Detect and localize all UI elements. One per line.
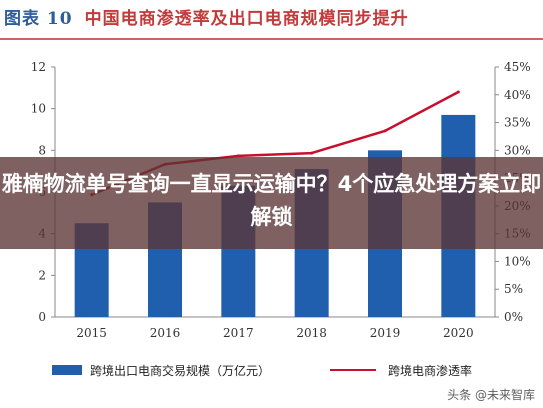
- legend-bar-label: 跨境出口电商交易规模（万亿元）: [90, 364, 271, 378]
- x-tick-label: 2018: [296, 326, 327, 340]
- legend-bar-swatch: [52, 365, 82, 375]
- line-point-2019: [383, 129, 387, 133]
- y-left-tick-label: 8: [38, 143, 46, 157]
- y-left-tick-label: 12: [31, 60, 46, 74]
- title-divider: [0, 38, 543, 40]
- source-watermark: 头条 @未来智库: [447, 388, 535, 402]
- y-right-tick-label: 45%: [504, 60, 531, 74]
- overlay-headline[interactable]: 雅楠物流单号查询一直显示运输中？4个应急处理方案立即解锁: [1, 172, 542, 229]
- legend-line-label: 跨境电商渗透率: [388, 364, 473, 378]
- y-right-tick-label: 10%: [504, 254, 531, 268]
- x-tick-label: 2017: [223, 326, 254, 340]
- figure-label: 图表 10: [4, 9, 73, 29]
- y-right-tick-label: 5%: [504, 282, 523, 296]
- legend-line-swatch: [330, 369, 376, 371]
- x-tick-label: 2019: [370, 326, 401, 340]
- figure-title: 图表 10 中国电商渗透率及出口电商规模同步提升: [4, 4, 409, 29]
- headline-overlay: [0, 157, 543, 249]
- line-point-2020: [456, 90, 460, 94]
- y-right-tick-label: 40%: [504, 88, 531, 102]
- y-right-tick-label: 0%: [504, 310, 523, 324]
- y-left-tick-label: 10: [31, 102, 46, 116]
- y-left-tick-label: 0: [38, 310, 46, 324]
- x-tick-label: 2016: [150, 326, 181, 340]
- x-tick-label: 2015: [76, 326, 107, 340]
- line-point-2018: [310, 151, 314, 155]
- y-left-tick-label: 2: [38, 268, 46, 282]
- line-point-2017: [236, 154, 240, 158]
- y-right-tick-label: 30%: [504, 143, 531, 157]
- chart-legend: 跨境出口电商交易规模（万亿元） 跨境电商渗透率: [52, 362, 508, 380]
- y-right-tick-label: 35%: [504, 116, 531, 130]
- chart-title: 中国电商渗透率及出口电商规模同步提升: [84, 9, 409, 29]
- x-tick-label: 2020: [443, 326, 474, 340]
